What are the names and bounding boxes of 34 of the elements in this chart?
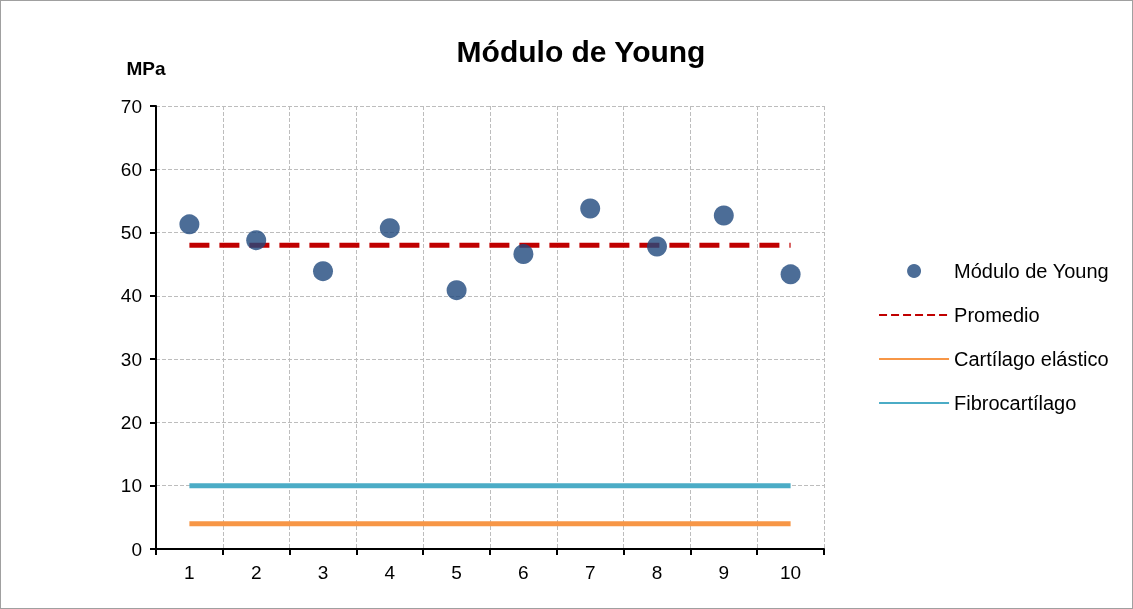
chart-title: Módulo de Young: [456, 34, 706, 68]
x-tick-label: 5: [451, 562, 462, 583]
point: [513, 244, 534, 265]
legend-label: Cartílago elástico: [954, 348, 1109, 370]
point: [580, 198, 601, 219]
x-tick-label: 7: [584, 562, 596, 583]
y-tick-label: 0: [131, 538, 142, 560]
x-tick-label: 6: [518, 562, 529, 583]
y-tick-label: 60: [120, 158, 142, 180]
point: [313, 261, 333, 282]
point: [246, 230, 267, 251]
x-tick-label: 8: [651, 562, 663, 583]
y-tick-label: 40: [120, 285, 142, 307]
x-tick-label: 1: [184, 562, 195, 583]
x-tick-label: 4: [384, 562, 396, 583]
y-tick-label: 20: [120, 411, 142, 433]
x-tick-label: 9: [718, 562, 730, 583]
point: [179, 214, 200, 235]
point: [780, 264, 801, 285]
x-tick-label: 10: [780, 562, 802, 583]
point: [446, 280, 467, 301]
y-axis-title: MPa: [126, 58, 166, 79]
x-tick-label: 2: [250, 562, 262, 583]
y-tick-label: 10: [120, 475, 142, 497]
legend-label: Módulo de Young: [954, 260, 1109, 282]
y-tick-label: 50: [120, 222, 142, 244]
point: [713, 205, 734, 226]
x-tick-label: 3: [317, 562, 329, 583]
y-tick-label: 30: [120, 348, 142, 370]
point: [379, 218, 400, 239]
y-tick-label: 70: [120, 95, 142, 117]
legend-label: Fibrocartílago: [954, 392, 1077, 414]
point: [647, 236, 667, 257]
legend-label: Promedio: [954, 304, 1040, 326]
